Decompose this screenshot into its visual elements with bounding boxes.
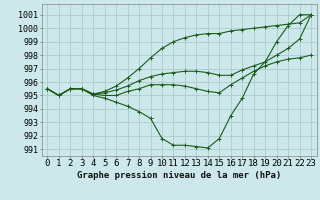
X-axis label: Graphe pression niveau de la mer (hPa): Graphe pression niveau de la mer (hPa) — [77, 171, 281, 180]
